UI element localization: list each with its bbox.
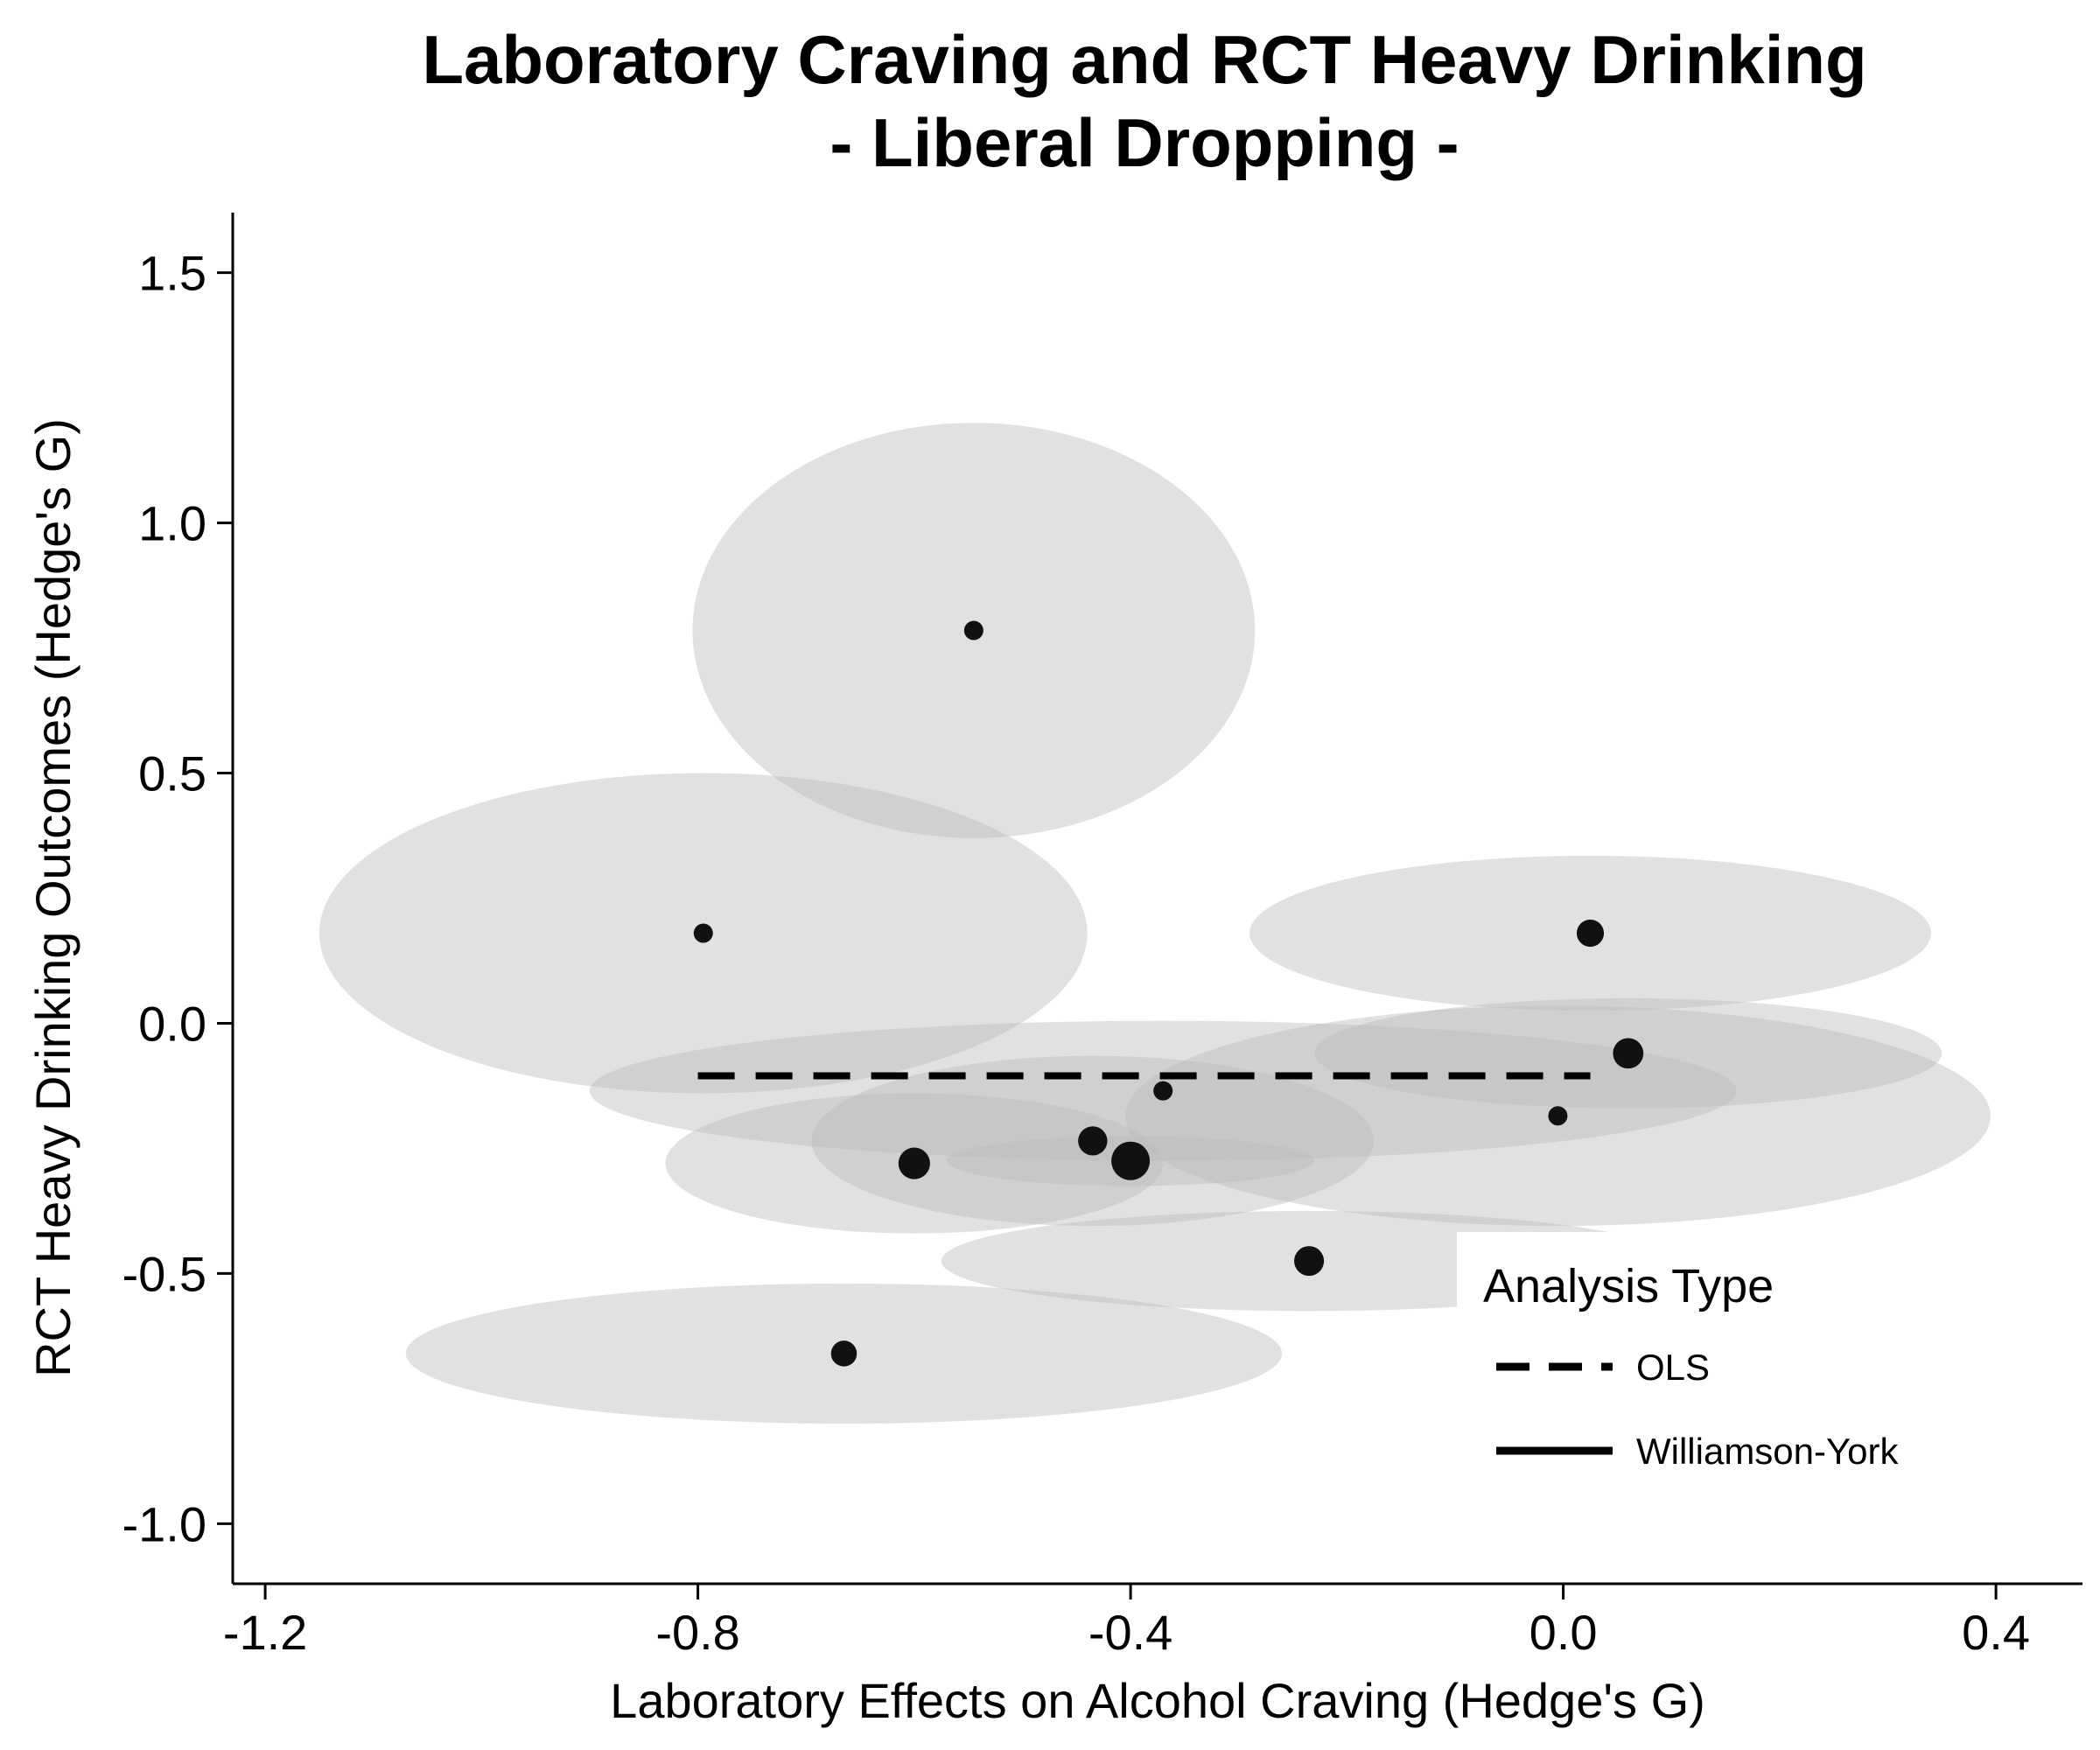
legend: Analysis Type OLS Williamson-York xyxy=(1457,1232,1999,1521)
data-point-8 xyxy=(898,1147,930,1180)
data-point-4 xyxy=(1613,1038,1644,1069)
x-tick-label: 0.4 xyxy=(1962,1605,2030,1660)
y-tick-label: -1.0 xyxy=(122,1496,207,1551)
y-tick-label: -0.5 xyxy=(122,1246,207,1301)
data-point-6 xyxy=(1548,1106,1568,1126)
data-point-9 xyxy=(1111,1141,1151,1180)
legend-label-williamson-york: Williamson-York xyxy=(1636,1431,1900,1472)
x-tick-label: 0.0 xyxy=(1530,1605,1598,1660)
x-tick-label: -0.4 xyxy=(1088,1605,1173,1660)
y-tick-label: 0.5 xyxy=(138,746,206,802)
chart-title-line-2: - Liberal Dropping - xyxy=(830,104,1459,181)
y-axis-label: RCT Heavy Drinking Outcomes (Hedge's G) xyxy=(25,418,80,1377)
legend-background xyxy=(1457,1232,1999,1521)
x-tick-label: -0.8 xyxy=(655,1605,740,1660)
y-tick-label: 0.0 xyxy=(138,996,206,1051)
y-axis-ticks: 1.5 1.0 0.5 0.0 -0.5 -1.0 xyxy=(122,246,233,1551)
chart-title-line-1: Laboratory Craving and RCT Heavy Drinkin… xyxy=(422,21,1866,98)
data-point-3 xyxy=(1576,919,1605,948)
data-point-1 xyxy=(963,620,984,640)
data-point-10 xyxy=(1294,1246,1325,1277)
y-tick-label: 1.0 xyxy=(138,496,206,551)
x-tick-label: -1.2 xyxy=(223,1605,308,1660)
data-point-2 xyxy=(693,923,713,943)
x-axis-ticks: -1.2 -0.8 -0.4 0.0 0.4 xyxy=(223,1584,2030,1660)
plot-area xyxy=(318,423,1991,1424)
x-axis-label: Laboratory Effects on Alcohol Craving (H… xyxy=(610,1673,1705,1728)
y-tick-label: 1.5 xyxy=(138,246,206,301)
data-point-7 xyxy=(1078,1126,1108,1156)
data-point-11 xyxy=(830,1340,858,1367)
legend-label-ols: OLS xyxy=(1636,1347,1710,1388)
legend-title: Analysis Type xyxy=(1483,1260,1774,1312)
data-point-5 xyxy=(1153,1081,1173,1101)
